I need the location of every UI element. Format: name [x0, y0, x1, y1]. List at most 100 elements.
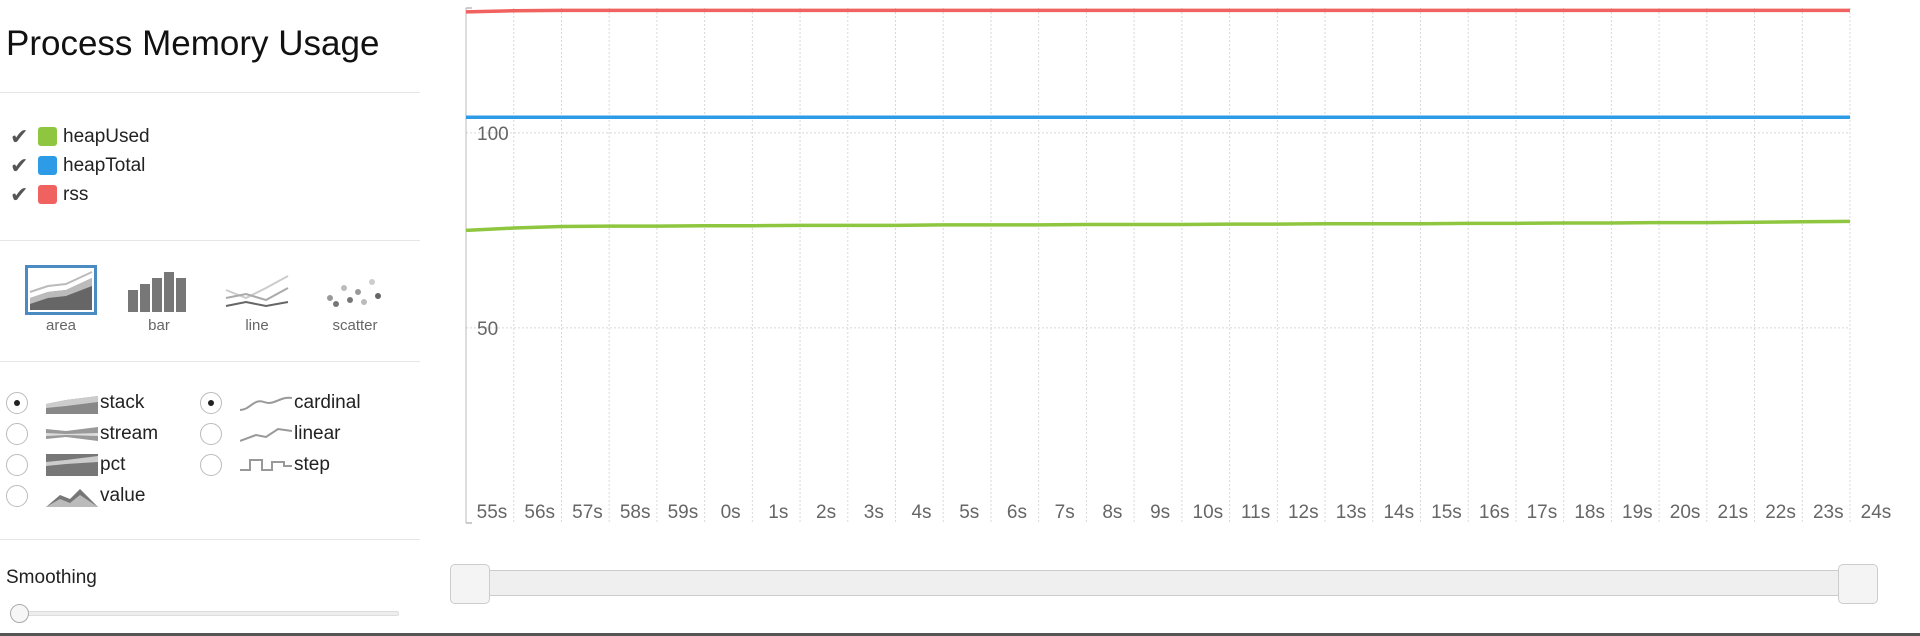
step-icon: [240, 459, 292, 471]
legend-label: rss: [63, 183, 89, 205]
stack-icon: [46, 396, 98, 414]
interpolation-label: linear: [294, 423, 341, 444]
x-tick-label: 55s: [477, 502, 508, 523]
renderer-line[interactable]: line: [208, 265, 306, 334]
x-tick-label: 10s: [1193, 502, 1224, 523]
offset-stack[interactable]: stack: [6, 392, 144, 414]
legend-label: heapUsed: [63, 125, 150, 147]
radio-button[interactable]: [200, 454, 222, 476]
stream-icon: [46, 427, 98, 441]
memory-chart: 50 100 55s 56s 57s 58s 59s 0s 1s 2s 3s 4s 5s 6s 7s 8s 9s…: [465, 7, 1892, 524]
renderer-bar[interactable]: bar: [110, 265, 208, 334]
offset-stream[interactable]: stream: [6, 423, 158, 445]
x-tick-label: 19s: [1622, 502, 1653, 523]
renderer-area[interactable]: area: [12, 265, 110, 334]
smoothing-slider-handle[interactable]: [10, 604, 29, 623]
check-icon: ✔: [10, 181, 29, 207]
legend-label: heapTotal: [63, 154, 146, 176]
x-tick-label: 22s: [1765, 502, 1796, 523]
radio-button[interactable]: [6, 454, 28, 476]
x-tick-label: 57s: [572, 502, 603, 523]
page-title: Process Memory Usage: [6, 24, 380, 63]
x-tick-label: 4s: [911, 502, 931, 523]
interpolation-cardinal[interactable]: cardinal: [200, 392, 361, 414]
interpolation-linear[interactable]: linear: [200, 423, 340, 445]
radio-button[interactable]: [200, 423, 222, 445]
smoothing-slider-track[interactable]: [12, 611, 399, 616]
offset-label: pct: [100, 454, 126, 475]
radio-button[interactable]: [200, 392, 222, 414]
radio-button[interactable]: [6, 485, 28, 507]
x-tick-label: 59s: [668, 502, 699, 523]
scatter-chart-icon: [319, 265, 391, 315]
renderer-scatter[interactable]: scatter: [306, 265, 404, 334]
cardinal-icon: [240, 396, 292, 411]
y-tick-label: 100: [477, 124, 509, 145]
renderer-label: area: [45, 317, 77, 334]
x-tick-label: 9s: [1150, 502, 1170, 523]
y-tick-label: 50: [477, 319, 498, 340]
radio-button[interactable]: [6, 392, 28, 414]
divider: [0, 240, 420, 241]
range-slider-start-handle[interactable]: [450, 564, 490, 604]
legend-swatch: [38, 127, 57, 146]
x-tick-label: 16s: [1479, 502, 1510, 523]
x-tick-label: 0s: [721, 502, 741, 523]
linear-icon: [240, 427, 292, 442]
legend-item-rss[interactable]: ✔ rss: [10, 180, 150, 209]
x-tick-label: 17s: [1527, 502, 1558, 523]
radio-button[interactable]: [6, 423, 28, 445]
divider: [0, 92, 420, 93]
legend-swatch: [38, 185, 57, 204]
x-tick-label: 18s: [1574, 502, 1605, 523]
x-tick-label: 5s: [959, 502, 979, 523]
x-tick-label: 12s: [1288, 502, 1319, 523]
range-slider: [450, 562, 1878, 604]
legend-item-heaptotal[interactable]: ✔ heapTotal: [10, 151, 150, 180]
range-slider-track[interactable]: [480, 570, 1844, 596]
x-tick-label: 11s: [1241, 502, 1270, 523]
x-tick-label: 1s: [768, 502, 788, 523]
offset-label: stream: [100, 423, 159, 444]
interpolation-step[interactable]: step: [200, 454, 330, 476]
check-icon: ✔: [10, 123, 29, 149]
x-tick-label: 6s: [1007, 502, 1027, 523]
interpolation-label: step: [294, 454, 330, 475]
x-tick-label: 2s: [816, 502, 836, 523]
x-tick-label: 20s: [1670, 502, 1701, 523]
x-tick-label: 14s: [1383, 502, 1414, 523]
range-slider-end-handle[interactable]: [1838, 564, 1878, 604]
smoothing-label: Smoothing: [6, 567, 97, 588]
x-tick-label: 58s: [620, 502, 651, 523]
legend-swatch: [38, 156, 57, 175]
line-chart-icon: [221, 265, 293, 315]
x-tick-label: 3s: [864, 502, 884, 523]
renderer-label: line: [245, 317, 269, 334]
area-chart-icon: [25, 265, 97, 315]
divider: [0, 539, 420, 540]
x-tick-label: 24s: [1861, 502, 1892, 523]
x-tick-label: 8s: [1102, 502, 1122, 523]
offset-pct[interactable]: pct: [6, 454, 125, 476]
x-tick-label: 13s: [1336, 502, 1367, 523]
offset-value[interactable]: value: [6, 485, 145, 507]
control-panel: Process Memory Usage ✔ heapUsed ✔ heapTo…: [0, 0, 425, 636]
value-icon: [46, 489, 98, 507]
window-bottom-border: [0, 633, 1920, 636]
bar-chart-icon: [123, 265, 195, 315]
divider: [0, 361, 420, 362]
x-tick-label: 21s: [1718, 502, 1749, 523]
offset-label: value: [100, 485, 146, 506]
series-line-heapused: [465, 219, 1851, 233]
x-tick-label: 56s: [524, 502, 555, 523]
pct-icon: [46, 454, 98, 476]
renderer-label: bar: [148, 317, 170, 334]
x-tick-label: 23s: [1813, 502, 1844, 523]
check-icon: ✔: [10, 152, 29, 178]
x-tick-label: 7s: [1055, 502, 1075, 523]
legend-item-heapused[interactable]: ✔ heapUsed: [10, 122, 150, 151]
x-tick-label: 15s: [1431, 502, 1462, 523]
legend: ✔ heapUsed ✔ heapTotal ✔ rss: [10, 122, 150, 209]
interpolation-label: cardinal: [294, 392, 361, 413]
offset-label: stack: [100, 392, 145, 413]
